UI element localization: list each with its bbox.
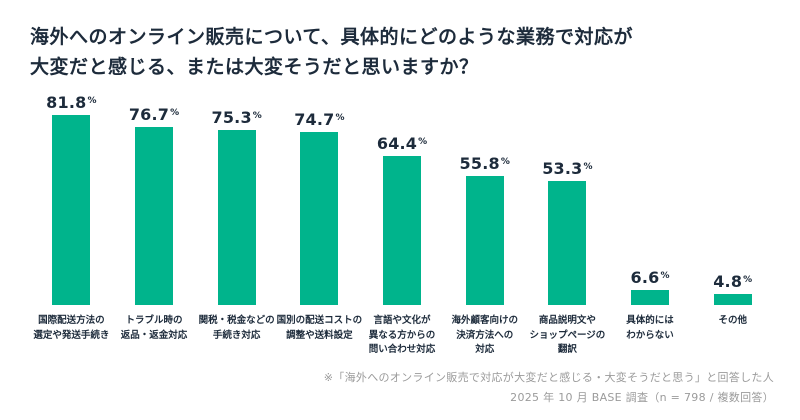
bar-column: 55.8% 海外顧客向けの 決済方法への 対応 <box>443 89 526 358</box>
chart-footnote: ※「海外へのオンライン販売で対応が大変だと感じる・大変そうだと思う」と回答した人… <box>324 368 774 408</box>
bar-stack: 53.3% <box>542 89 593 305</box>
bar-stack: 64.4% <box>377 89 427 305</box>
bar-stack: 55.8% <box>460 89 510 305</box>
bar-category-label: トラブル時の 返品・返金対応 <box>120 314 188 341</box>
bar-column: 64.4% 言語や文化が 異なる方からの 問い合わせ対応 <box>361 89 444 358</box>
bar-column: 74.7% 国別の配送コストの 調整や送料設定 <box>276 89 363 343</box>
bar-value-label: 74.7% <box>294 109 345 129</box>
bar-column: 76.7% トラブル時の 返品・返金対応 <box>113 89 196 343</box>
bar-stack: 4.8% <box>713 89 752 305</box>
bar-category-label: 国際配送方法の 選定や発送手続き <box>33 314 110 341</box>
bar-value-label: 81.8% <box>46 92 97 112</box>
bar-value-label: 64.4% <box>376 133 428 153</box>
footnote-line1: ※「海外へのオンライン販売で対応が大変だと感じる・大変そうだと思う」と回答した人 <box>323 371 774 385</box>
bar-column: 75.3% 関税・税金などの 手続き対応 <box>195 89 278 343</box>
bar-column: 6.6% 具体的には わからない <box>609 89 692 343</box>
bar-column: 4.8% その他 <box>691 89 774 329</box>
bar-stack: 6.6% <box>631 89 670 305</box>
bar-category-label: 海外顧客向けの 決済方法への 対応 <box>451 314 518 356</box>
bar <box>713 293 752 305</box>
bar <box>631 289 670 305</box>
chart-title: 海外へのオンライン販売について、具体的にどのような業務で対応が 大変だと感じる、… <box>0 0 800 83</box>
bar <box>465 175 504 305</box>
bar-chart: 81.8% 国際配送方法の 選定や発送手続き 76.7% トラブル時の 返品・返金対応 75… <box>0 85 800 358</box>
bar <box>383 155 422 305</box>
bar <box>135 126 173 305</box>
bar-value-label: 53.3% <box>542 158 593 178</box>
bar-category-label: 関税・税金などの 手続き対応 <box>198 314 275 341</box>
bar-column: 53.3% 商品説明文や ショップページの 翻訳 <box>526 89 609 358</box>
bar-column: 81.8% 国際配送方法の 選定や発送手続き <box>30 89 113 343</box>
bar-value-label: 76.7% <box>128 104 180 124</box>
bar <box>300 131 339 305</box>
bar-stack: 81.8% <box>46 89 96 305</box>
bar-category-label: 商品説明文や ショップページの 翻訳 <box>529 314 606 356</box>
bar-stack: 76.7% <box>129 89 179 305</box>
bar-value-label: 4.8% <box>713 271 753 291</box>
bar-category-label: 言語や文化が 異なる方からの 問い合わせ対応 <box>368 314 436 356</box>
chart-title-line1: 海外へのオンライン販売について、具体的にどのような業務で対応が <box>30 26 633 48</box>
bar-value-label: 6.6% <box>630 267 670 287</box>
bar-value-label: 75.3% <box>211 107 262 127</box>
bar-category-label: 国別の配送コストの 調整や送料設定 <box>276 314 363 341</box>
bar-stack: 74.7% <box>294 89 345 305</box>
bar-category-label: その他 <box>718 314 747 326</box>
bar <box>217 129 256 305</box>
bar-category-label: 具体的には わからない <box>626 314 674 341</box>
bar <box>548 180 587 305</box>
footnote-line2: 2025 年 10 月 BASE 調査（n = 798 / 複数回答） <box>510 391 774 405</box>
bar-stack: 75.3% <box>212 89 262 305</box>
bar-value-label: 55.8% <box>459 153 510 173</box>
bar <box>52 114 91 305</box>
chart-title-line2: 大変だと感じる、または大変そうだと思いますか？ <box>30 56 479 79</box>
